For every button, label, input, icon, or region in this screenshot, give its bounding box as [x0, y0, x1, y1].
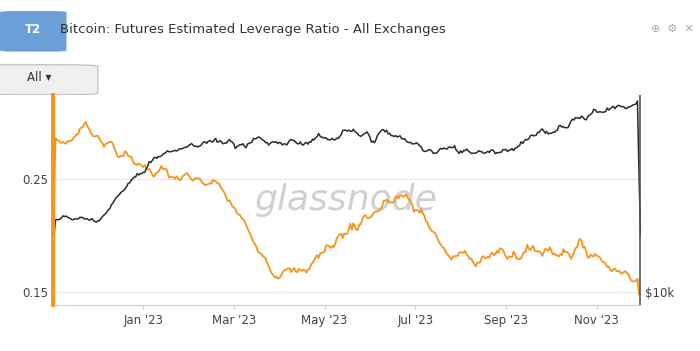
FancyBboxPatch shape: [0, 65, 98, 95]
Text: Bitcoin: Futures Estimated Leverage Ratio - All Exchanges: Bitcoin: Futures Estimated Leverage Rati…: [60, 23, 445, 36]
Text: T2: T2: [25, 23, 41, 36]
FancyBboxPatch shape: [0, 11, 66, 52]
Text: All ▾: All ▾: [27, 71, 51, 84]
Text: glassnode: glassnode: [255, 183, 438, 217]
Text: ⊕  ⚙  ✕: ⊕ ⚙ ✕: [650, 25, 694, 34]
